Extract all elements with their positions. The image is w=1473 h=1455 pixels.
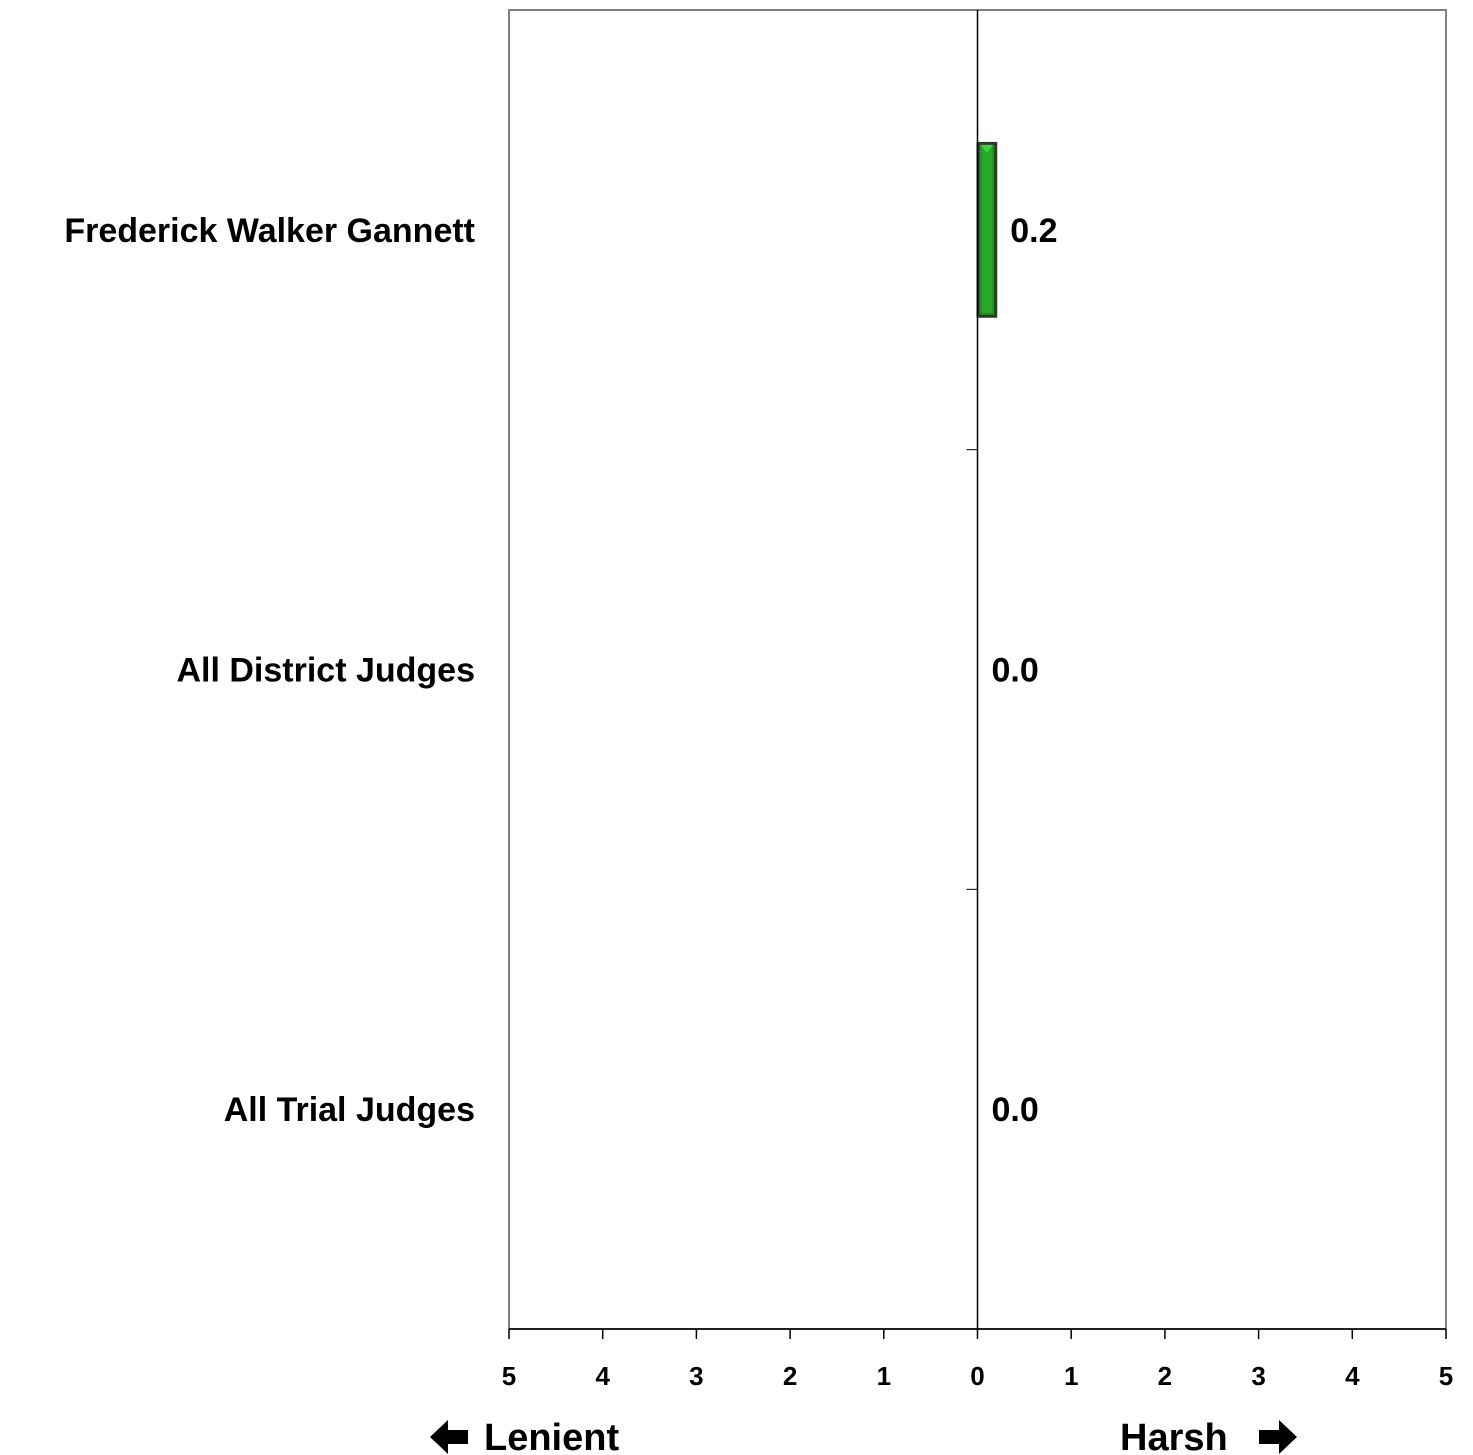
- x-tick-label: 3: [689, 1361, 703, 1391]
- axis-layer: 5 4 3 2 1 0 1 2 3 4 5: [502, 10, 1453, 1391]
- lenient-label: Lenient: [430, 1417, 619, 1455]
- category-label: Frederick Walker Gannett: [64, 212, 475, 250]
- x-tick-label: 2: [783, 1361, 797, 1391]
- category-label: All District Judges: [176, 652, 475, 690]
- x-tick-label: 5: [502, 1361, 516, 1391]
- bar-fill: [979, 144, 995, 315]
- bar-highlight: [981, 146, 993, 313]
- arrow-left-icon: [430, 1420, 468, 1454]
- x-tick-label: 3: [1251, 1361, 1265, 1391]
- value-label: 0.2: [1010, 212, 1057, 250]
- lenient-text: Lenient: [484, 1417, 619, 1455]
- bar-top-bevel: [980, 144, 994, 153]
- x-tick-label: 0: [970, 1361, 984, 1391]
- harsh-label: Harsh: [1120, 1417, 1297, 1455]
- category-label: All Trial Judges: [224, 1091, 475, 1129]
- arrow-right-icon: [1259, 1420, 1297, 1454]
- value-label: 0.0: [992, 1091, 1039, 1129]
- x-tick-label: 4: [595, 1361, 610, 1391]
- labels-layer: Frederick Walker Gannett 0.2 All District …: [64, 212, 1057, 1129]
- bars-layer: [976, 141, 998, 318]
- value-label: 0.0: [992, 652, 1039, 690]
- x-tick-label: 4: [1345, 1361, 1360, 1391]
- x-tick-label: 1: [1064, 1361, 1078, 1391]
- bar: [976, 141, 998, 318]
- x-tick-label: 1: [877, 1361, 891, 1391]
- x-tick-label: 5: [1439, 1361, 1453, 1391]
- x-tick-label: 2: [1158, 1361, 1172, 1391]
- harsh-text: Harsh: [1120, 1417, 1228, 1455]
